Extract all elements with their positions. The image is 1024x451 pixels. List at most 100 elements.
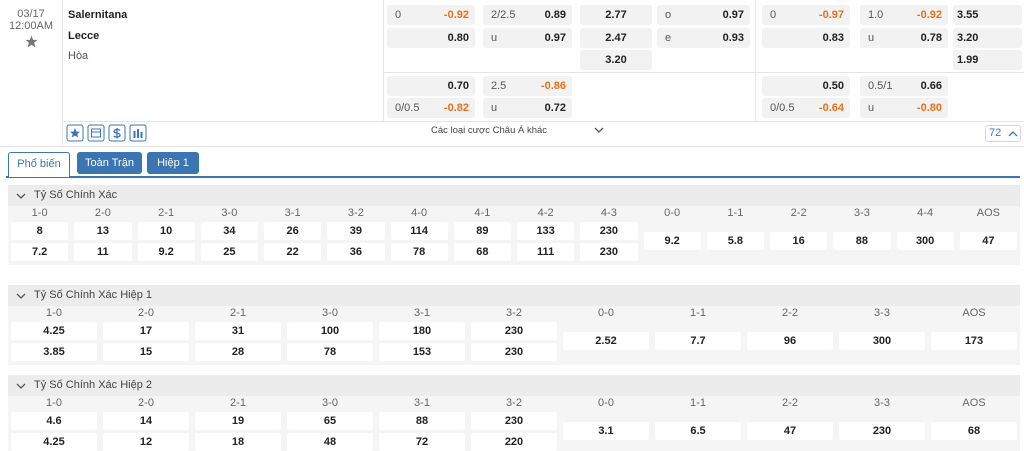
odds-cell[interactable]: 19: [195, 412, 281, 430]
section-header-bg[interactable]: [8, 375, 1020, 396]
odds-cell[interactable]: 114: [390, 222, 448, 240]
odds-cell[interactable]: 47: [747, 422, 833, 440]
odds-cell[interactable]: 100: [287, 322, 373, 340]
odds-cell[interactable]: 3.20: [953, 28, 1022, 48]
odds-cell[interactable]: 230: [580, 222, 638, 240]
odds-cell[interactable]: 8: [11, 222, 69, 240]
icon-dollar[interactable]: [108, 124, 126, 142]
odds-cell[interactable]: 7.7: [655, 332, 741, 350]
icon-card[interactable]: [87, 124, 105, 142]
odds-cell[interactable]: 0.83: [762, 28, 850, 48]
market-count-button[interactable]: [985, 125, 1021, 142]
odds-cell[interactable]: 5.8: [706, 232, 764, 250]
odds-cell[interactable]: 2.5 -0.86: [483, 76, 572, 96]
odds-cell[interactable]: 1.0 -0.92: [860, 5, 948, 25]
market-count[interactable]: 72: [989, 127, 1002, 139]
collapse-chevron[interactable]: [16, 192, 26, 200]
odds-cell[interactable]: 3.1: [563, 422, 649, 440]
odds-cell[interactable]: 65: [287, 412, 373, 430]
tab[interactable]: Hiệp 1: [147, 152, 199, 174]
odds-cell[interactable]: 153: [379, 343, 465, 361]
odds-cell[interactable]: 4.25: [11, 433, 97, 451]
odds-cell[interactable]: 0.70: [387, 76, 475, 96]
odds-cell[interactable]: 17: [103, 322, 189, 340]
odds-cell[interactable]: 9.2: [137, 243, 195, 261]
odds-cell[interactable]: 0/0.5 -0.64: [762, 98, 850, 118]
odds-cell[interactable]: 89: [453, 222, 511, 240]
odds-cell[interactable]: 39: [327, 222, 385, 240]
odds-cell[interactable]: 16: [770, 232, 828, 250]
odds-cell[interactable]: 72: [379, 433, 465, 451]
odds-cell[interactable]: 36: [327, 243, 385, 261]
odds-cell[interactable]: 230: [471, 412, 557, 430]
odds-cell[interactable]: 48: [287, 433, 373, 451]
odds-cell[interactable]: 180: [379, 322, 465, 340]
odds-cell[interactable]: 2.52: [563, 332, 649, 350]
odds-cell[interactable]: 11: [74, 243, 132, 261]
odds-cell[interactable]: 14: [103, 412, 189, 430]
odds-cell[interactable]: 3.55: [953, 5, 1022, 25]
odds-cell[interactable]: 15: [103, 343, 189, 361]
icon-stats[interactable]: [129, 124, 147, 142]
odds-cell[interactable]: 88: [379, 412, 465, 430]
odds-cell[interactable]: 25: [200, 243, 258, 261]
odds-cell[interactable]: 0 -0.97: [762, 5, 850, 25]
odds-cell[interactable]: 68: [453, 243, 511, 261]
more-bets-link[interactable]: Các loại cược Châu Á khác: [430, 125, 548, 136]
odds-cell[interactable]: o 0.97: [657, 5, 750, 25]
odds-cell[interactable]: u 0.97: [483, 28, 572, 48]
odds-cell[interactable]: 0.5/1 0.66: [860, 76, 948, 96]
odds-cell[interactable]: 0 -0.92: [387, 5, 475, 25]
odds-cell[interactable]: 9.2: [643, 232, 701, 250]
collapse-chevron[interactable]: [16, 292, 26, 300]
odds-cell[interactable]: 111: [517, 243, 575, 261]
odds-cell[interactable]: 12: [103, 433, 189, 451]
icon-star[interactable]: [66, 124, 84, 142]
odds-cell[interactable]: 230: [471, 343, 557, 361]
odds-cell[interactable]: 10: [137, 222, 195, 240]
odds-cell[interactable]: 220: [471, 433, 557, 451]
odds-cell[interactable]: 88: [833, 232, 891, 250]
odds-cell[interactable]: 31: [195, 322, 281, 340]
odds-cell[interactable]: 78: [287, 343, 373, 361]
odds-cell[interactable]: u 0.72: [483, 98, 572, 118]
odds-cell[interactable]: 6.5: [655, 422, 741, 440]
odds-cell[interactable]: 4.25: [11, 322, 97, 340]
odds-cell[interactable]: 173: [931, 332, 1017, 350]
odds-cell[interactable]: e 0.93: [657, 28, 750, 48]
odds-cell[interactable]: 1.99: [953, 50, 1022, 70]
odds-cell[interactable]: 0/0.5 -0.82: [387, 98, 475, 118]
tab[interactable]: Phổ biến: [8, 152, 70, 177]
odds-cell[interactable]: 34: [200, 222, 258, 240]
odds-cell[interactable]: 230: [839, 422, 925, 440]
odds-cell[interactable]: 28: [195, 343, 281, 361]
odds-cell[interactable]: 300: [896, 232, 954, 250]
section-header-bg[interactable]: [8, 185, 1020, 206]
odds-cell[interactable]: 22: [264, 243, 322, 261]
tab[interactable]: Toàn Trận: [77, 152, 142, 174]
odds-cell[interactable]: u 0.78: [860, 28, 948, 48]
odds-cell[interactable]: 26: [264, 222, 322, 240]
odds-cell[interactable]: 13: [74, 222, 132, 240]
odds-cell[interactable]: 2.77: [580, 5, 652, 25]
odds-cell[interactable]: 300: [839, 332, 925, 350]
odds-cell[interactable]: 78: [390, 243, 448, 261]
favorite-star[interactable]: [25, 35, 38, 48]
odds-cell[interactable]: 2.47: [580, 28, 652, 48]
odds-cell[interactable]: 68: [931, 422, 1017, 440]
odds-cell[interactable]: 230: [580, 243, 638, 261]
odds-cell[interactable]: u -0.80: [860, 98, 948, 118]
odds-cell[interactable]: 7.2: [11, 243, 69, 261]
collapse-chevron[interactable]: [16, 382, 26, 390]
odds-cell[interactable]: 2/2.5 0.89: [483, 5, 572, 25]
odds-cell[interactable]: 230: [471, 322, 557, 340]
odds-cell[interactable]: 47: [959, 232, 1017, 250]
odds-cell[interactable]: 0.50: [762, 76, 850, 96]
odds-cell[interactable]: 18: [195, 433, 281, 451]
odds-cell[interactable]: 4.6: [11, 412, 97, 430]
odds-cell[interactable]: 3.85: [11, 343, 97, 361]
odds-cell[interactable]: 3.20: [580, 50, 652, 70]
odds-cell[interactable]: 96: [747, 332, 833, 350]
odds-cell[interactable]: 133: [517, 222, 575, 240]
odds-cell[interactable]: 0.80: [387, 28, 475, 48]
